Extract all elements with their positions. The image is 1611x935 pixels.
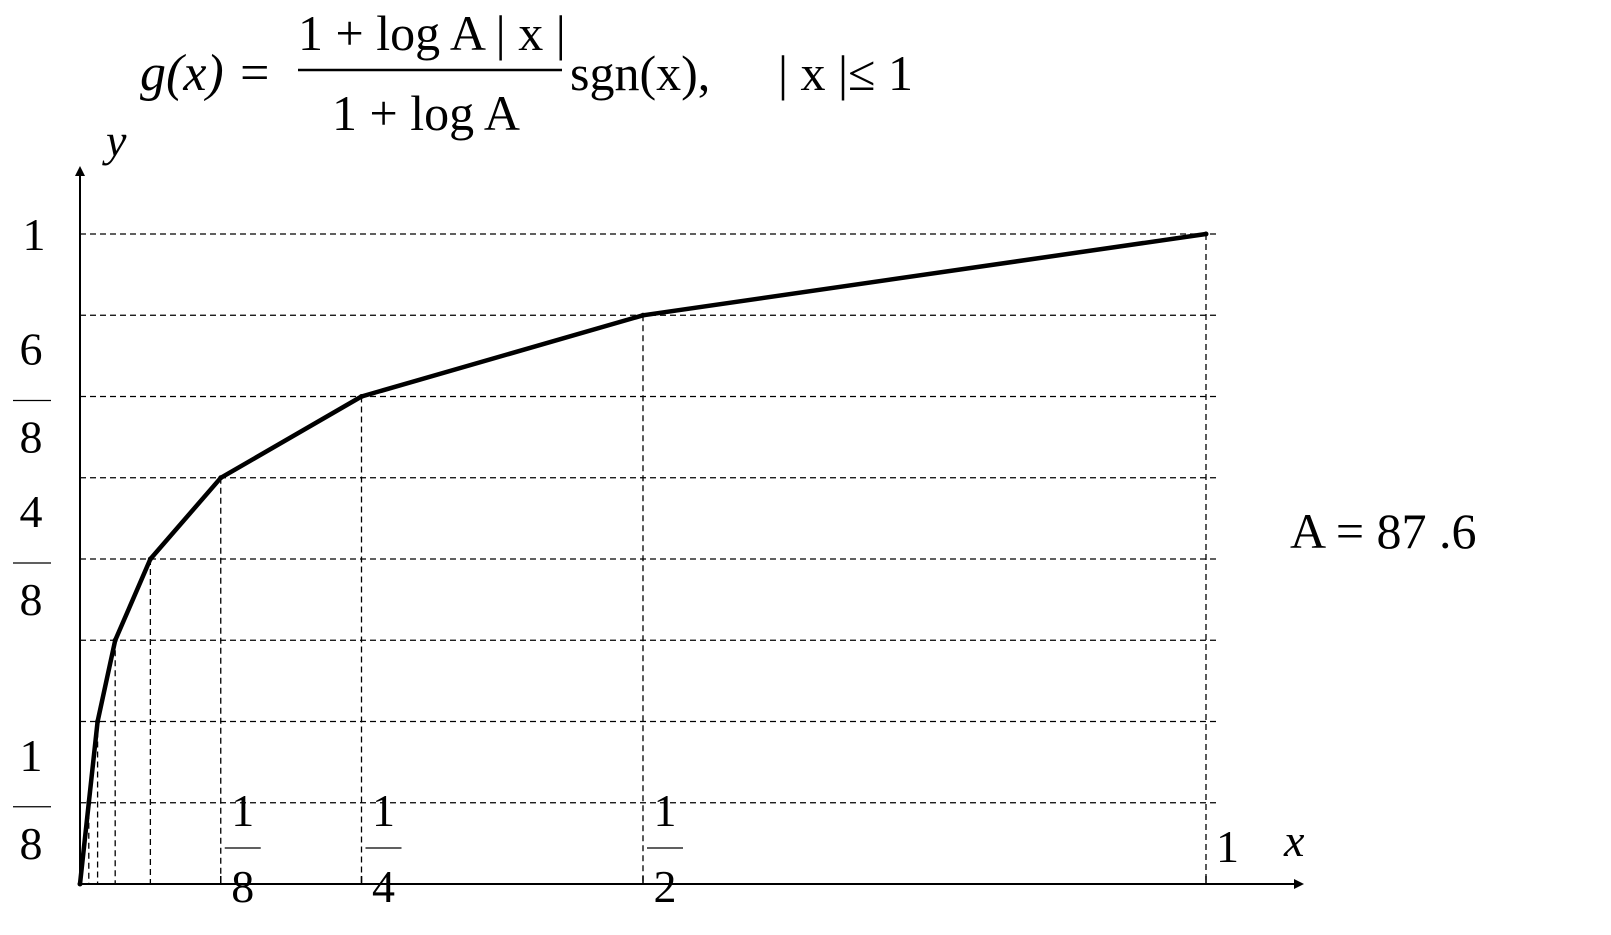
formula-denominator: 1 + log A — [332, 85, 520, 141]
x-tick-label-3: 1 — [1216, 821, 1239, 872]
x-tick-denominator-2: 2 — [654, 861, 677, 912]
y-tick-numerator-1: 4 — [20, 486, 43, 537]
data-point-7 — [640, 312, 646, 318]
data-point-0 — [77, 881, 83, 887]
data-point-3 — [112, 637, 118, 643]
x-tick-denominator-1: 4 — [372, 861, 395, 912]
formula: g(x) = 1 + log A | x | 1 + log A sgn(x),… — [140, 5, 913, 141]
data-point-2 — [95, 719, 101, 724]
x-tick-numerator-2: 1 — [654, 785, 677, 836]
x-axis-label: x — [1283, 815, 1305, 866]
y-tick-denominator-2: 8 — [20, 412, 43, 463]
y-axis-label: y — [102, 115, 127, 166]
formula-lhs: g(x) = — [140, 45, 272, 102]
y-tick-denominator-1: 8 — [20, 574, 43, 625]
data-point-1 — [86, 800, 92, 806]
data-point-4 — [147, 556, 153, 562]
grid-horizontal-lines — [80, 233, 1220, 804]
x-tick-numerator-0: 1 — [231, 785, 254, 836]
x-tick-labels: 1 8 1 4 1 2 1 — [220, 785, 1239, 912]
data-point-8 — [1203, 231, 1209, 237]
y-tick-denominator-0: 8 — [20, 818, 43, 869]
y-tick-labels: 1 8 4 8 6 8 1 — [13, 209, 51, 869]
x-tick-denominator-0: 8 — [231, 861, 254, 912]
y-tick-label-3: 1 — [23, 209, 46, 260]
grid-vertical-lines — [88, 234, 1207, 884]
formula-condition: | x |≤ 1 — [778, 45, 913, 101]
data-point-6 — [359, 394, 364, 399]
y-tick-numerator-0: 1 — [20, 730, 43, 781]
parameter-annotation: A = 87 .6 — [1290, 503, 1477, 559]
formula-suffix: sgn(x), — [570, 45, 710, 101]
series-group — [77, 231, 1209, 887]
x-tick-numerator-1: 1 — [372, 785, 395, 836]
data-point-5 — [218, 475, 224, 481]
formula-numerator: 1 + log A | x | — [298, 5, 566, 61]
y-tick-numerator-2: 6 — [20, 324, 43, 375]
